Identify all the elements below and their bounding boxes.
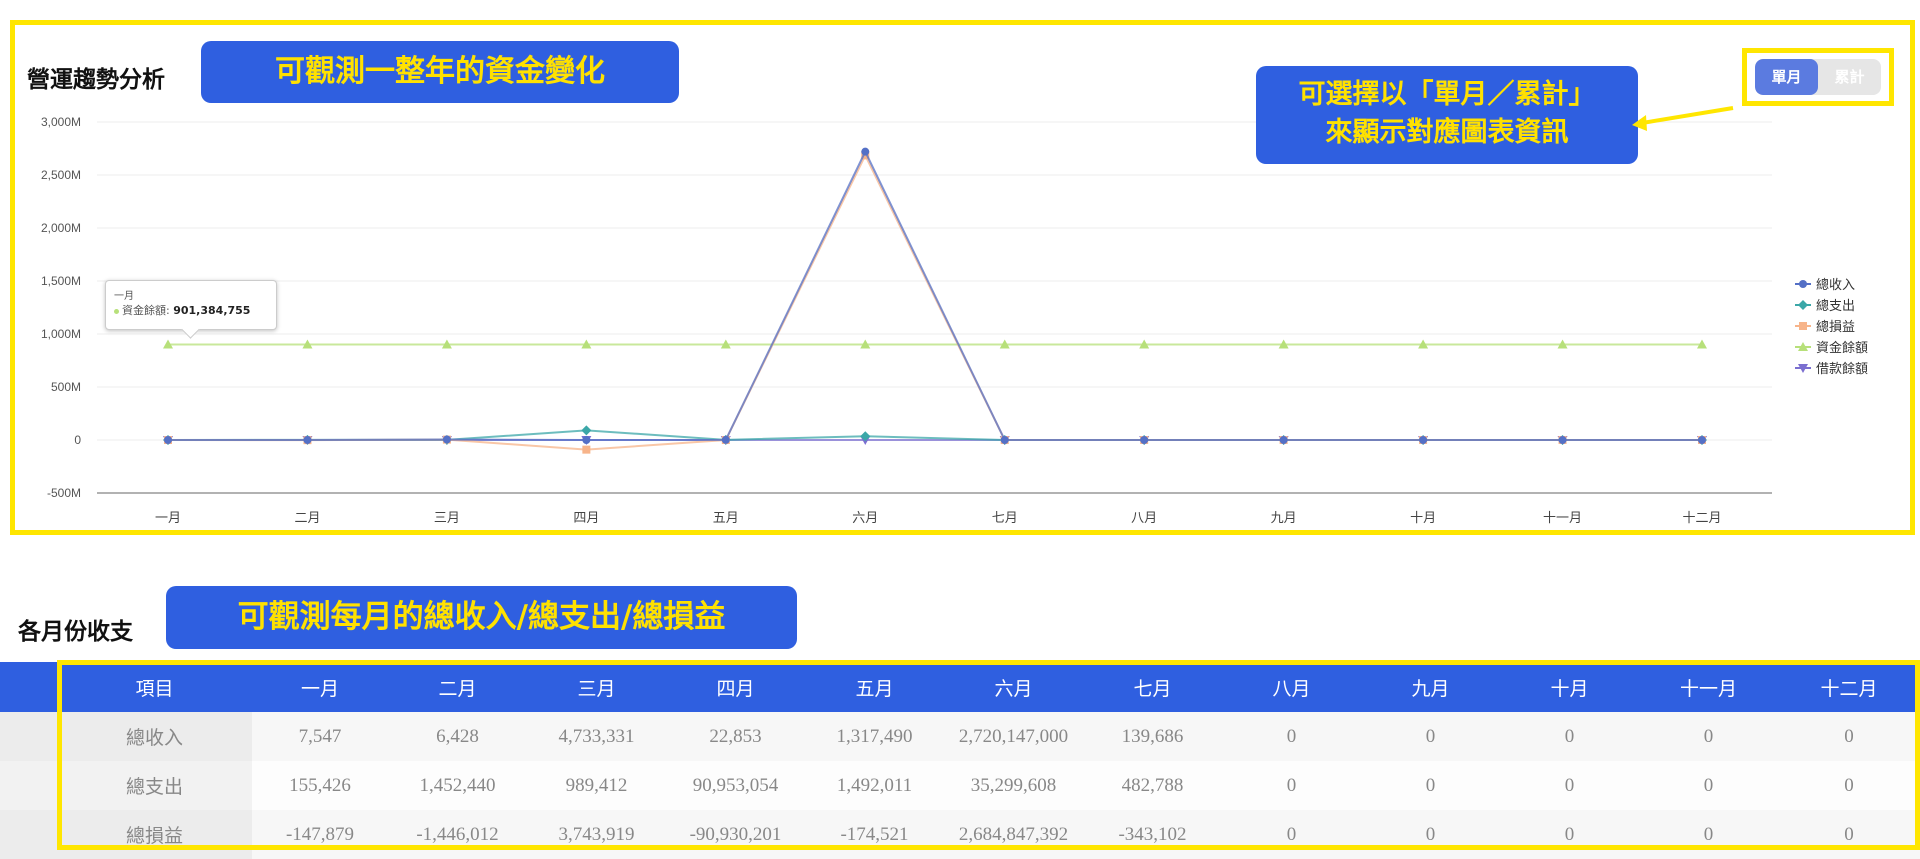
series-line-1 [168, 152, 1702, 440]
x-tick-label: 十月 [1410, 511, 1436, 526]
y-tick-label: 1,500M [41, 274, 81, 288]
monthly-callout: 可觀測每月的總收入/總支出/總損益 [166, 586, 797, 649]
x-tick-label: 三月 [434, 511, 460, 526]
toggle-monthly-button[interactable]: 單月 [1755, 59, 1818, 95]
table-highlight-frame [57, 660, 1920, 850]
legend-label: 總損益 [1816, 319, 1855, 335]
data-point [722, 436, 730, 444]
series-line-3 [168, 155, 1702, 449]
legend-label: 總支出 [1816, 298, 1855, 314]
series-line-2 [168, 430, 1702, 440]
data-point [303, 436, 311, 444]
x-tick-label: 十二月 [1682, 511, 1721, 526]
x-tick-label: 八月 [1131, 511, 1157, 526]
y-tick-label: 3,000M [41, 115, 81, 129]
chart-tooltip: 一月 資金餘額: 901,384,755 [105, 280, 277, 330]
data-point [1419, 436, 1427, 444]
x-tick-label: 五月 [713, 511, 739, 526]
callout-arrow [1630, 100, 1770, 140]
tooltip-dot [114, 309, 119, 314]
tooltip-label: 資金餘額: [122, 304, 170, 317]
data-point [1140, 436, 1148, 444]
legend-marker [1799, 322, 1807, 330]
legend-marker [1798, 300, 1808, 310]
legend-label: 借款餘額 [1816, 361, 1868, 377]
toggle-callout-line1: 可選擇以「單月／累計」 [1256, 76, 1638, 114]
x-tick-label: 二月 [294, 511, 320, 526]
table-row-stub [0, 810, 57, 859]
data-point [1559, 436, 1567, 444]
data-point [164, 436, 172, 444]
x-tick-label: 十一月 [1543, 511, 1582, 526]
legend-label: 資金餘額 [1816, 340, 1868, 356]
trend-title: 營運趨勢分析 [27, 60, 165, 94]
toggle-track: 單月 累計 [1755, 59, 1881, 95]
data-point [582, 436, 590, 444]
y-tick-label: -500M [47, 486, 81, 500]
toggle-callout-line2: 來顯示對應圖表資訊 [1256, 114, 1638, 152]
toggle-callout: 可選擇以「單月／累計」 來顯示對應圖表資訊 [1256, 66, 1638, 164]
toggle-cumulative-button[interactable]: 累計 [1818, 59, 1881, 95]
table-header-stub [0, 662, 57, 712]
y-tick-label: 500M [51, 380, 81, 394]
data-point [1001, 436, 1009, 444]
x-tick-label: 六月 [852, 511, 878, 526]
x-tick-label: 四月 [573, 511, 599, 526]
data-point [861, 148, 869, 156]
data-point [1698, 436, 1706, 444]
table-row-stub [0, 712, 57, 761]
data-point [581, 425, 591, 435]
trend-callout: 可觀測一整年的資金變化 [201, 41, 679, 103]
x-tick-label: 九月 [1271, 511, 1297, 526]
data-point [443, 435, 451, 443]
monthly-title: 各月份收支 [18, 612, 133, 646]
tooltip-title: 一月 [114, 287, 268, 302]
x-tick-label: 七月 [992, 511, 1018, 526]
y-tick-label: 2,000M [41, 221, 81, 235]
view-toggle: 單月 累計 [1742, 48, 1894, 106]
y-tick-label: 2,500M [41, 168, 81, 182]
tooltip-value: 901,384,755 [173, 304, 250, 317]
legend-marker [1799, 280, 1807, 288]
data-point [1280, 436, 1288, 444]
y-tick-label: 1,000M [41, 327, 81, 341]
legend-label: 總收入 [1816, 277, 1855, 293]
data-point [582, 446, 590, 454]
y-tick-label: 0 [74, 433, 81, 447]
table-row-stub [0, 761, 57, 810]
x-tick-label: 一月 [155, 511, 181, 526]
